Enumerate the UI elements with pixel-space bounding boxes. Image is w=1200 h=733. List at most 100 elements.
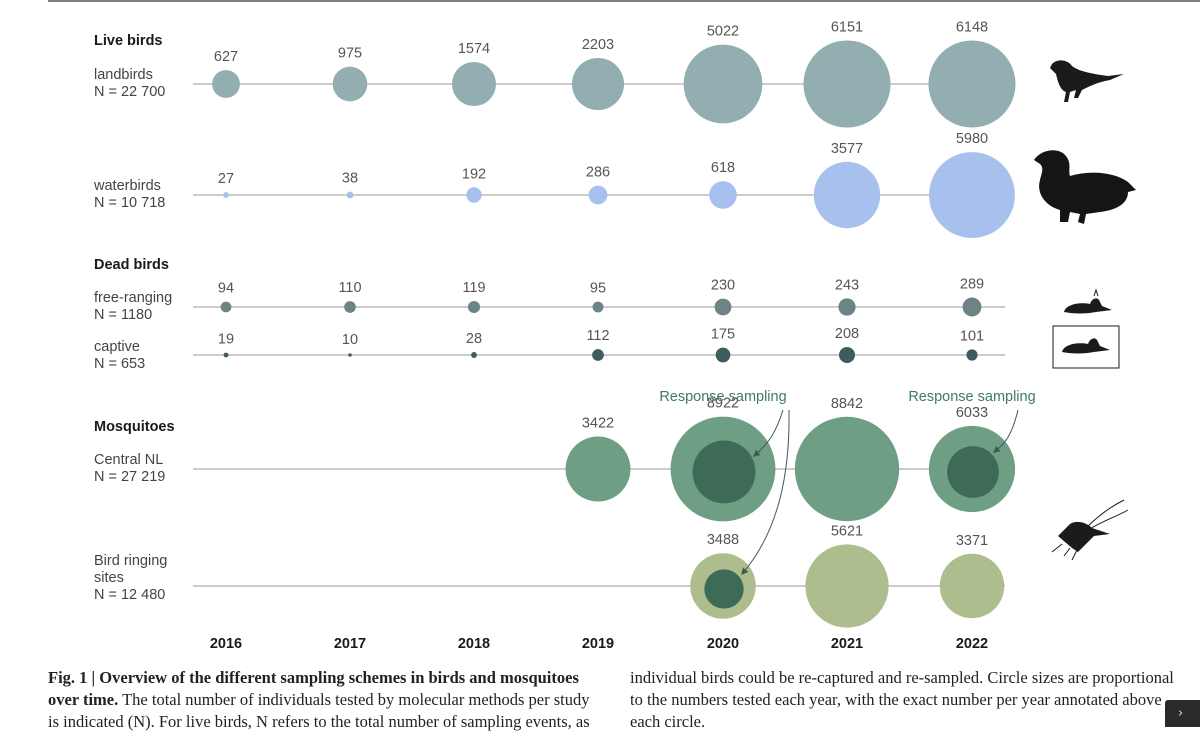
data-label: 6033 [956,405,988,421]
caption-line: to the numbers tested each year, with th… [630,690,1162,709]
annotation-arrow [752,409,784,457]
data-bubble [223,192,229,198]
scroll-tab-button[interactable]: › [1165,700,1200,727]
data-label: 1574 [458,41,490,57]
annotation-arrow [992,409,1019,453]
data-label: 38 [342,171,358,187]
caption-line: Fig. 1 | Overview of the different sampl… [48,667,613,689]
year-tick-label: 2018 [458,636,490,652]
data-label: 230 [711,278,735,294]
year-tick-label: 2017 [334,636,366,652]
data-bubble [592,301,604,313]
data-bubble [839,347,855,363]
data-bubble [928,40,1016,128]
data-label: 175 [711,327,735,343]
caption-bold-text: over time. [48,690,119,709]
response-sampling-bubble [947,446,999,498]
data-bubble [714,298,732,316]
data-bubble [966,349,978,361]
row-label: N = 653 [94,356,145,372]
data-label: 618 [711,160,735,176]
caption-line: individual birds could be re-captured an… [630,668,1174,687]
caption-line: each circle. [630,712,706,731]
data-bubble [471,352,477,358]
row-label: landbirds [94,67,153,83]
annotation-arrow [741,409,790,576]
data-bubble [332,66,368,102]
row-label: N = 10 718 [94,195,165,211]
data-bubble [571,57,625,111]
data-bubble [346,191,354,199]
data-label: 95 [590,281,606,297]
section-title: Mosquitoes [94,419,175,435]
data-label: 243 [835,277,859,293]
data-bubble [683,44,763,124]
data-bubble [929,152,1015,238]
data-bubble [803,40,891,128]
data-bubble [813,161,881,229]
mosquito-icon [1051,499,1129,561]
data-bubble [592,349,604,361]
year-tick-label: 2020 [707,636,739,652]
caption-line: over time. The total number of individua… [48,689,613,711]
row-label: N = 12 480 [94,587,165,603]
data-label: 5022 [707,24,739,40]
section-title: Dead birds [94,257,169,273]
data-bubble [565,436,631,502]
data-label: 10 [342,332,358,348]
data-bubble [220,301,232,313]
data-label: 94 [218,281,234,297]
annotation-label: Response sampling [659,389,786,405]
row-label: sites [94,570,124,586]
row-label: free-ranging [94,290,172,306]
data-bubble [588,185,608,205]
caption-text: The total number of individuals tested b… [118,690,590,709]
data-label: 975 [338,46,362,62]
data-label: 3371 [956,533,988,549]
year-tick-label: 2022 [956,636,988,652]
data-label: 627 [214,49,238,65]
data-bubble [709,181,737,209]
data-label: 289 [960,277,984,293]
data-bubble [962,297,982,317]
data-label: 192 [462,166,486,182]
response-sampling-bubble [692,440,756,504]
data-bubble [939,553,1005,619]
figure-caption-left: Fig. 1 | Overview of the different sampl… [48,667,613,733]
section-title: Live birds [94,33,163,49]
dead-bird-icon [1064,288,1112,314]
chevron-right-icon: › [1178,706,1184,721]
data-label: 3488 [707,532,739,548]
data-bubble [223,352,229,358]
landbird-silhouette-icon [1050,60,1124,102]
row-label: waterbirds [93,178,161,194]
data-label: 5980 [956,131,988,147]
row-label: Central NL [94,452,163,468]
data-label: 2203 [582,37,614,53]
caption-text: is indicated (N). For live birds, N refe… [48,712,590,731]
year-tick-label: 2016 [210,636,242,652]
duck-silhouette-icon [1034,150,1136,224]
data-label: 28 [466,331,482,347]
row-label: captive [94,339,140,355]
response-sampling-bubble [704,569,744,609]
data-label: 110 [338,280,361,296]
data-label: 286 [586,165,610,181]
data-label: 101 [960,328,984,344]
data-label: 6148 [956,19,988,35]
data-bubble [212,70,240,98]
data-label: 8922 [707,396,739,412]
year-tick-label: 2021 [831,636,863,652]
row-label: N = 1180 [94,307,152,323]
annotation-label: Response sampling [908,389,1035,405]
data-bubble [466,187,482,203]
data-bubble [467,300,481,314]
data-label: 8842 [831,396,863,412]
data-label: 3577 [831,141,863,157]
data-bubble [794,416,900,522]
data-label: 208 [835,326,859,342]
data-bubble [715,347,731,363]
data-bubble [344,301,356,313]
year-tick-label: 2019 [582,636,614,652]
